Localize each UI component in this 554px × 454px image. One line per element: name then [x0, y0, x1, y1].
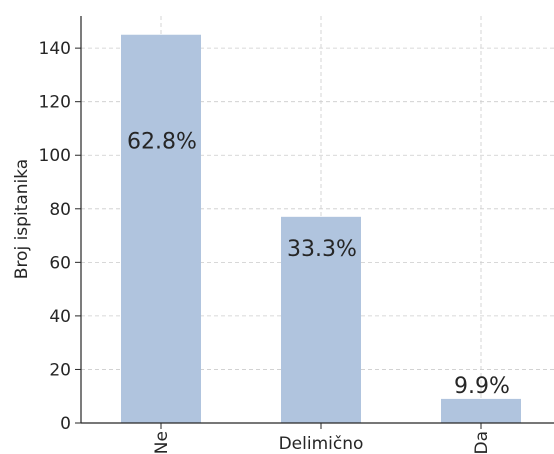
x-tick-label: Da [472, 431, 492, 454]
tick-layer: 0 20 40 60 80 100 120 140 Ne Delimično Da [39, 39, 492, 454]
y-tick-label: 100 [39, 146, 71, 166]
bar-layer [121, 34, 521, 424]
y-tick-label: 60 [49, 253, 71, 273]
y-tick-label: 120 [39, 93, 71, 113]
x-tick-label: Delimično [279, 434, 364, 454]
y-tick-label: 20 [49, 360, 71, 380]
y-tick-label: 40 [49, 307, 71, 327]
data-label: 33.3% [287, 237, 357, 262]
y-tick-label: 80 [49, 200, 71, 220]
bar-da [441, 398, 521, 423]
data-label: 9.9% [454, 374, 510, 399]
y-tick-label: 140 [39, 39, 71, 59]
bar-ne [121, 34, 201, 424]
data-label: 62.8% [127, 130, 197, 155]
axis-layer [80, 16, 554, 424]
label-layer: 62.8% 33.3% 9.9% [127, 130, 510, 399]
y-axis-label: Broj ispitanika [12, 159, 32, 279]
x-tick-label: Ne [152, 431, 172, 454]
y-tick-label: 0 [60, 414, 71, 434]
bar-delimično [281, 216, 361, 423]
